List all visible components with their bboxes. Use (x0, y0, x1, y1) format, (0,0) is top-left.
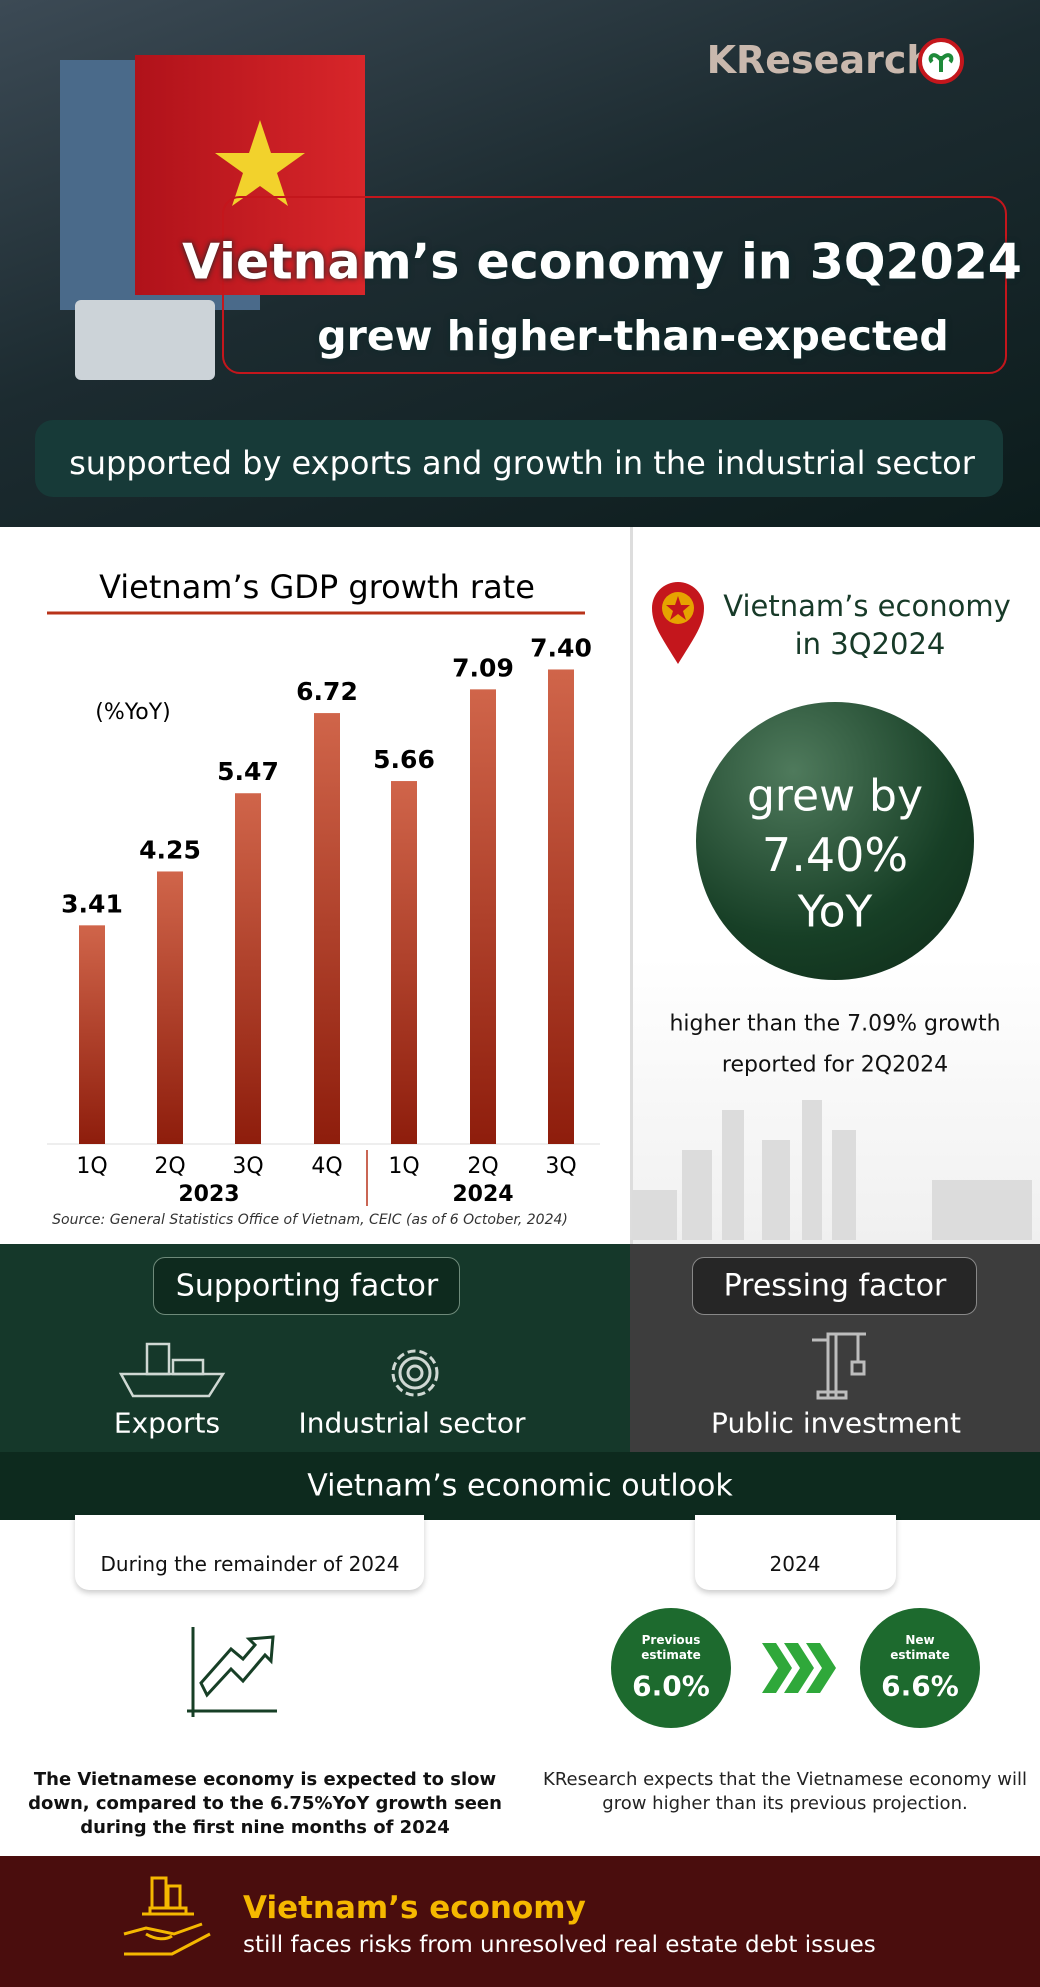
new-value: 6.6% (881, 1669, 959, 1703)
circle-line1: grew by (746, 770, 924, 822)
highlight-circle (696, 702, 974, 980)
title-line2: grew higher-than-expected (317, 312, 949, 360)
pressing-pill (692, 1257, 977, 1315)
chevrons (762, 1643, 836, 1693)
truck (75, 300, 215, 380)
new-circle (860, 1608, 980, 1728)
title-line1: Vietnam’s economy in 3Q2024 (182, 233, 1022, 291)
circle-line2: 7.40% (761, 828, 909, 882)
group-label: 2023 (178, 1182, 239, 1207)
flag-star (215, 120, 305, 206)
right-tab-label: 2024 (769, 1552, 821, 1576)
circle-line3: YoY (797, 886, 873, 938)
bar (470, 689, 496, 1144)
supporting-title: Supporting factor (175, 1268, 439, 1304)
title-frame (222, 196, 1007, 374)
brand-logo (918, 38, 964, 84)
value-label: 7.40 (530, 633, 592, 662)
x-tick-label: 1Q (388, 1154, 419, 1179)
value-label: 4.25 (139, 835, 201, 864)
value-label: 5.66 (373, 745, 435, 774)
right-text: KResearch expects that the Vietnamese ec… (543, 1769, 1027, 1814)
left-tab (75, 1515, 424, 1590)
x-tick-label: 2Q (154, 1154, 185, 1179)
highlight-heading-2: in 3Q2024 (794, 627, 946, 661)
highlight-heading-1: Vietnam’s economy (723, 589, 1011, 623)
bar (157, 871, 183, 1144)
left-text: The Vietnamese economy is expected to sl… (28, 1769, 502, 1838)
left-tab-label: During the remainder of 2024 (100, 1552, 400, 1576)
subtitle-pill (35, 420, 1003, 497)
x-tick-label: 3Q (545, 1154, 576, 1179)
new-label: New estimate (890, 1633, 950, 1662)
footer-title: Vietnam’s economy (243, 1890, 586, 1926)
supporting-pill (153, 1257, 460, 1315)
x-tick-label: 3Q (232, 1154, 263, 1179)
chart: Vietnam’s GDP growth rate (%YoY) Source:… (47, 568, 600, 1228)
brand: KResearch (706, 38, 934, 82)
bar (314, 713, 340, 1144)
bar (548, 669, 574, 1144)
bar (391, 781, 417, 1144)
subtitle: supported by exports and growth in the i… (69, 444, 975, 482)
x-tick-label: 2Q (467, 1154, 498, 1179)
supporting-item: Exports (113, 1406, 221, 1440)
risk-icon (123, 1876, 211, 1956)
bar (235, 793, 261, 1144)
trend-icon (187, 1627, 277, 1717)
source: Source: General Statistics Office of Vie… (52, 1212, 568, 1228)
crane-icon (812, 1332, 866, 1400)
value-label: 3.41 (61, 889, 123, 918)
right-tab (695, 1515, 896, 1590)
pressing-item: Public investment (711, 1406, 961, 1440)
x-tick-label: 1Q (76, 1154, 107, 1179)
pin-icon (652, 582, 704, 664)
outlook-title: Vietnam’s economic outlook (307, 1468, 733, 1504)
y-axis-label: (%YoY) (95, 700, 171, 725)
value-label: 5.47 (217, 757, 279, 786)
gear-icon (391, 1349, 439, 1397)
x-tick-label: 4Q (311, 1154, 342, 1179)
group-label: 2024 (452, 1182, 513, 1207)
bar (79, 925, 105, 1144)
note-line2: reported for 2Q2024 (721, 1052, 949, 1078)
footer (0, 1856, 1040, 1987)
outlook-bar (0, 1452, 1040, 1520)
value-label: 7.09 (452, 653, 514, 682)
pressing-title: Pressing factor (723, 1268, 947, 1304)
header: KResearch Vietnam’s economy in 3Q2024 gr… (0, 0, 1040, 527)
supporting-item: Industrial sector (298, 1406, 526, 1440)
skyline (632, 1100, 1032, 1240)
previous-label: Previous estimate (641, 1633, 701, 1662)
value-label: 6.72 (296, 677, 358, 706)
previous-circle (611, 1608, 731, 1728)
previous-value: 6.0% (632, 1669, 710, 1703)
chart-title: Vietnam’s GDP growth rate (99, 568, 535, 606)
footer-text: still faces risks from unresolved real e… (243, 1932, 876, 1958)
ship-icon (118, 1342, 226, 1398)
note-line1: higher than the 7.09% growth (669, 1011, 1001, 1037)
